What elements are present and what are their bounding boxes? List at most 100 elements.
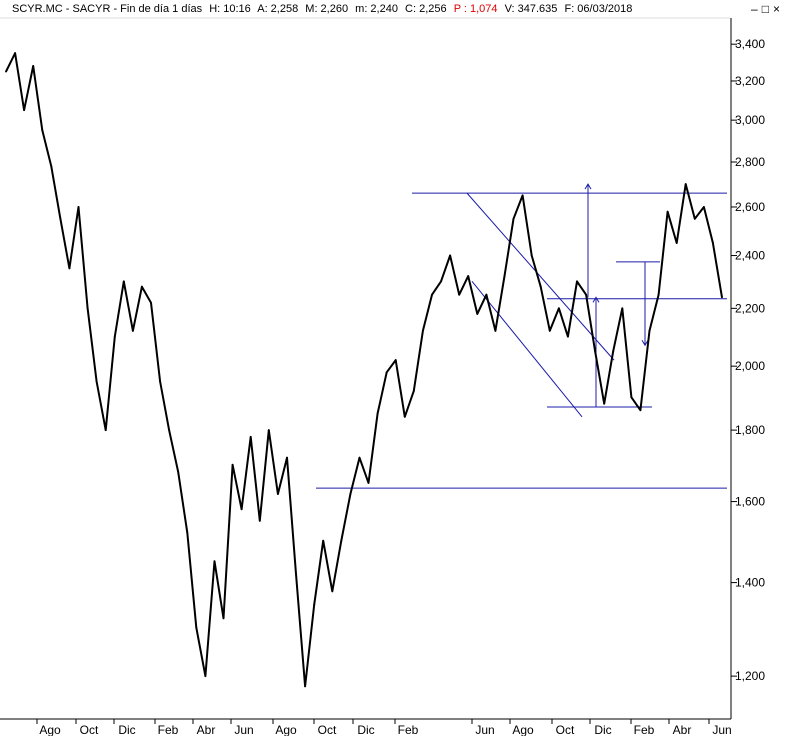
price-point [150,301,152,304]
x-tick-label: Oct [556,723,575,736]
price-point [367,482,370,484]
price-point [612,350,615,353]
price-point [131,329,134,332]
price-point [231,463,234,466]
x-tick-label: Jun [234,723,253,736]
price-point [376,412,379,415]
x-tick-label: Ago [512,723,534,736]
x-tick-label: Abr [673,723,692,736]
price-point [159,380,161,383]
price-point [639,409,642,412]
price-point [104,429,107,432]
open-label: A: 2,258 [257,3,299,15]
price-point [712,242,714,244]
minimize-icon[interactable]: – [751,2,762,16]
price-point [295,573,297,575]
y-tick-label: 2,800 [735,155,765,169]
price-point [113,335,116,338]
volume-label: V: 347.635 [504,3,558,15]
price-point [122,280,125,283]
price-point [684,183,687,185]
x-tick-label: Ago [39,723,61,736]
price-point [422,329,424,332]
price-point [168,429,171,432]
min-label: m: 2,240 [355,3,398,15]
target-arrow-head [584,183,592,190]
price-point [249,435,252,438]
channel-lower [471,281,583,418]
price-point [394,359,397,362]
price-point [576,280,578,283]
y-tick-label: 1,600 [735,495,765,509]
close-label: C: 2,256 [405,3,447,15]
price-point [14,52,16,55]
price-point [702,206,705,208]
max-label: M: 2,260 [305,3,349,15]
y-tick-label: 2,600 [735,200,765,214]
price-point [594,350,597,353]
close-icon[interactable]: × [772,2,784,16]
quote-header: SCYR.MC - SACYR - Fin de día 1 días H: 1… [0,0,728,18]
price-point [267,429,270,432]
price-point [431,293,433,296]
price-point [494,329,497,332]
price-point [41,129,44,132]
price-point [349,493,352,495]
x-tick-label: Jun [712,723,731,736]
price-point [512,217,515,220]
price-point [557,307,560,310]
price-point [331,590,334,593]
price-point [32,65,35,67]
y-tick-label: 1,200 [735,669,765,683]
price-point [693,217,696,220]
symbol-label: SCYR.MC - SACYR - Fin de día 1 días [12,3,203,15]
projection-arrow-head [641,340,649,347]
price-point [585,293,587,296]
price-point [141,285,143,288]
y-tick-label: 3,000 [735,113,765,127]
date-label: F: 06/03/2018 [564,3,633,15]
price-point [666,210,669,213]
price-point [222,617,225,620]
p-label: P : 1,074 [453,3,498,15]
price-point [95,380,98,383]
x-tick-label: Dic [594,723,611,736]
x-tick-label: Abr [197,723,216,736]
price-point [675,242,678,244]
price-point [630,396,633,399]
time-label: H: 10:16 [209,3,251,15]
price-point [340,539,343,542]
restore-icon[interactable]: □ [761,2,773,16]
x-tick-label: Feb [158,723,179,736]
y-tick-label: 1,800 [735,423,765,437]
x-tick-label: Oct [80,723,99,736]
price-point [186,531,189,534]
price-point [476,312,479,315]
height-arrow-head [592,296,600,303]
price-point [603,402,606,405]
y-tick-label: 2,000 [735,359,765,373]
price-point [50,165,53,168]
price-point [385,371,388,374]
price-point [621,307,624,310]
price-point [503,275,506,278]
y-tick-label: 3,200 [735,74,765,88]
price-point [195,626,198,629]
price-point [412,390,415,392]
x-tick-label: Jun [475,723,494,736]
price-point [86,307,89,310]
price-point [68,267,71,270]
price-point [213,560,216,563]
price-point [530,254,533,257]
price-point [567,335,569,338]
price-point [449,254,452,257]
price-point [440,280,442,283]
price-point [548,329,551,332]
price-point [240,508,243,511]
price-point [59,217,62,220]
x-tick-label: Feb [398,723,419,736]
price-point [177,471,180,473]
price-point [403,415,406,418]
